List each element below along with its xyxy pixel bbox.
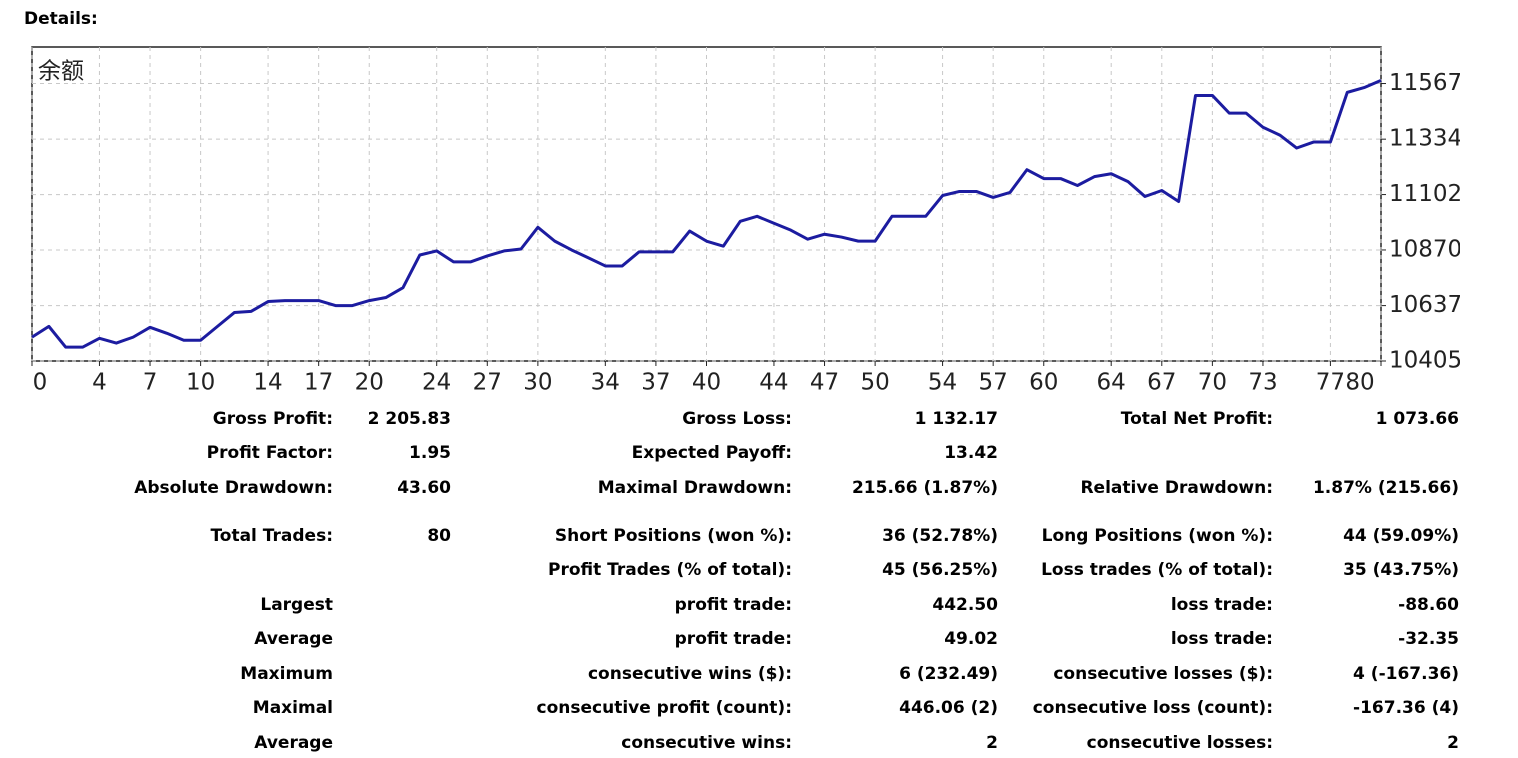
label: loss trade: (1171, 629, 1273, 649)
x-tick-label: 64 (1097, 370, 1126, 396)
balance-line (31, 79, 1382, 349)
value: 49.02 (944, 629, 998, 649)
label: Expected Payoff: (632, 443, 792, 463)
value: 1 073.66 (1376, 409, 1459, 429)
label: consecutive losses ($): (1053, 664, 1273, 684)
label: loss trade: (1171, 595, 1273, 615)
value: 43.60 (397, 478, 451, 498)
label: Gross Profit: (213, 409, 333, 429)
label: Total Trades: (210, 526, 333, 546)
value: -167.36 (4) (1353, 698, 1459, 718)
value: 1.87% (215.66) (1313, 478, 1459, 498)
y-tick-label: 10637 (1389, 292, 1462, 318)
label: Gross Loss: (682, 409, 792, 429)
x-tick-label: 60 (1029, 370, 1058, 396)
x-tick-label: 14 (253, 370, 282, 396)
value: 446.06 (2) (899, 698, 998, 718)
x-tick-label: 50 (860, 370, 889, 396)
label: Long Positions (won %): (1042, 526, 1273, 546)
label: Profit Factor: (207, 443, 333, 463)
x-tick-label: 0 (33, 370, 48, 396)
value: 13.42 (944, 443, 998, 463)
label: Average (254, 629, 333, 649)
y-tick-label: 11334 (1389, 126, 1462, 152)
label: consecutive wins ($): (588, 664, 792, 684)
value: 1 132.17 (915, 409, 998, 429)
x-tick-label: 47 (810, 370, 839, 396)
value: -32.35 (1398, 629, 1459, 649)
label: consecutive profit (count): (537, 698, 792, 718)
label: consecutive loss (count): (1033, 698, 1273, 718)
value: 35 (43.75%) (1343, 560, 1459, 580)
value: -88.60 (1398, 595, 1459, 615)
x-tick-label: 7 (143, 370, 158, 396)
label: consecutive losses: (1087, 733, 1273, 753)
label: Absolute Drawdown: (134, 478, 333, 498)
series-label: 余额 (38, 59, 84, 85)
value: 6 (232.49) (899, 664, 998, 684)
x-tick-label: 73 (1248, 370, 1277, 396)
x-tick-label: 20 (355, 370, 384, 396)
value: 2 (1447, 733, 1459, 753)
y-tick-label: 10870 (1389, 236, 1462, 262)
section-title: Details: (24, 9, 98, 29)
value: 1.95 (409, 443, 451, 463)
x-tick-label: 54 (928, 370, 957, 396)
x-tick-label: 77 (1316, 370, 1345, 396)
x-tick-label: 30 (523, 370, 552, 396)
value: 2 205.83 (368, 409, 451, 429)
value: 45 (56.25%) (882, 560, 998, 580)
x-tick-label: 27 (473, 370, 502, 396)
value: 2 (986, 733, 998, 753)
x-tick-label: 4 (92, 370, 107, 396)
x-tick-label: 17 (304, 370, 333, 396)
label: Loss trades (% of total): (1041, 560, 1273, 580)
y-tick-label: 10405 (1389, 348, 1462, 374)
x-tick-label: 40 (692, 370, 721, 396)
value: 215.66 (1.87%) (852, 478, 998, 498)
label: Profit Trades (% of total): (548, 560, 792, 580)
x-tick-label: 34 (591, 370, 620, 396)
label: Short Positions (won %): (555, 526, 792, 546)
y-tick-label: 11567 (1389, 70, 1462, 96)
x-tick-label: 70 (1198, 370, 1227, 396)
label: Total Net Profit: (1121, 409, 1273, 429)
value: 44 (59.09%) (1343, 526, 1459, 546)
x-tick-label: 80 (1345, 370, 1374, 396)
x-tick-label: 67 (1147, 370, 1176, 396)
label: Maximal Drawdown: (598, 478, 792, 498)
x-tick-label: 10 (186, 370, 215, 396)
x-tick-label: 24 (422, 370, 451, 396)
label: Average (254, 733, 333, 753)
x-tick-label: 44 (759, 370, 788, 396)
label: profit trade: (675, 629, 792, 649)
value: 442.50 (932, 595, 998, 615)
label: consecutive wins: (621, 733, 792, 753)
label: Relative Drawdown: (1080, 478, 1273, 498)
label: profit trade: (675, 595, 792, 615)
value: 80 (427, 526, 451, 546)
x-tick-label: 57 (979, 370, 1008, 396)
y-tick-label: 11102 (1389, 181, 1462, 207)
value: 4 (-167.36) (1353, 664, 1459, 684)
value: 36 (52.78%) (882, 526, 998, 546)
label: Maximum (240, 664, 333, 684)
label: Maximal (253, 698, 333, 718)
x-tick-label: 37 (641, 370, 670, 396)
label: Largest (260, 595, 333, 615)
